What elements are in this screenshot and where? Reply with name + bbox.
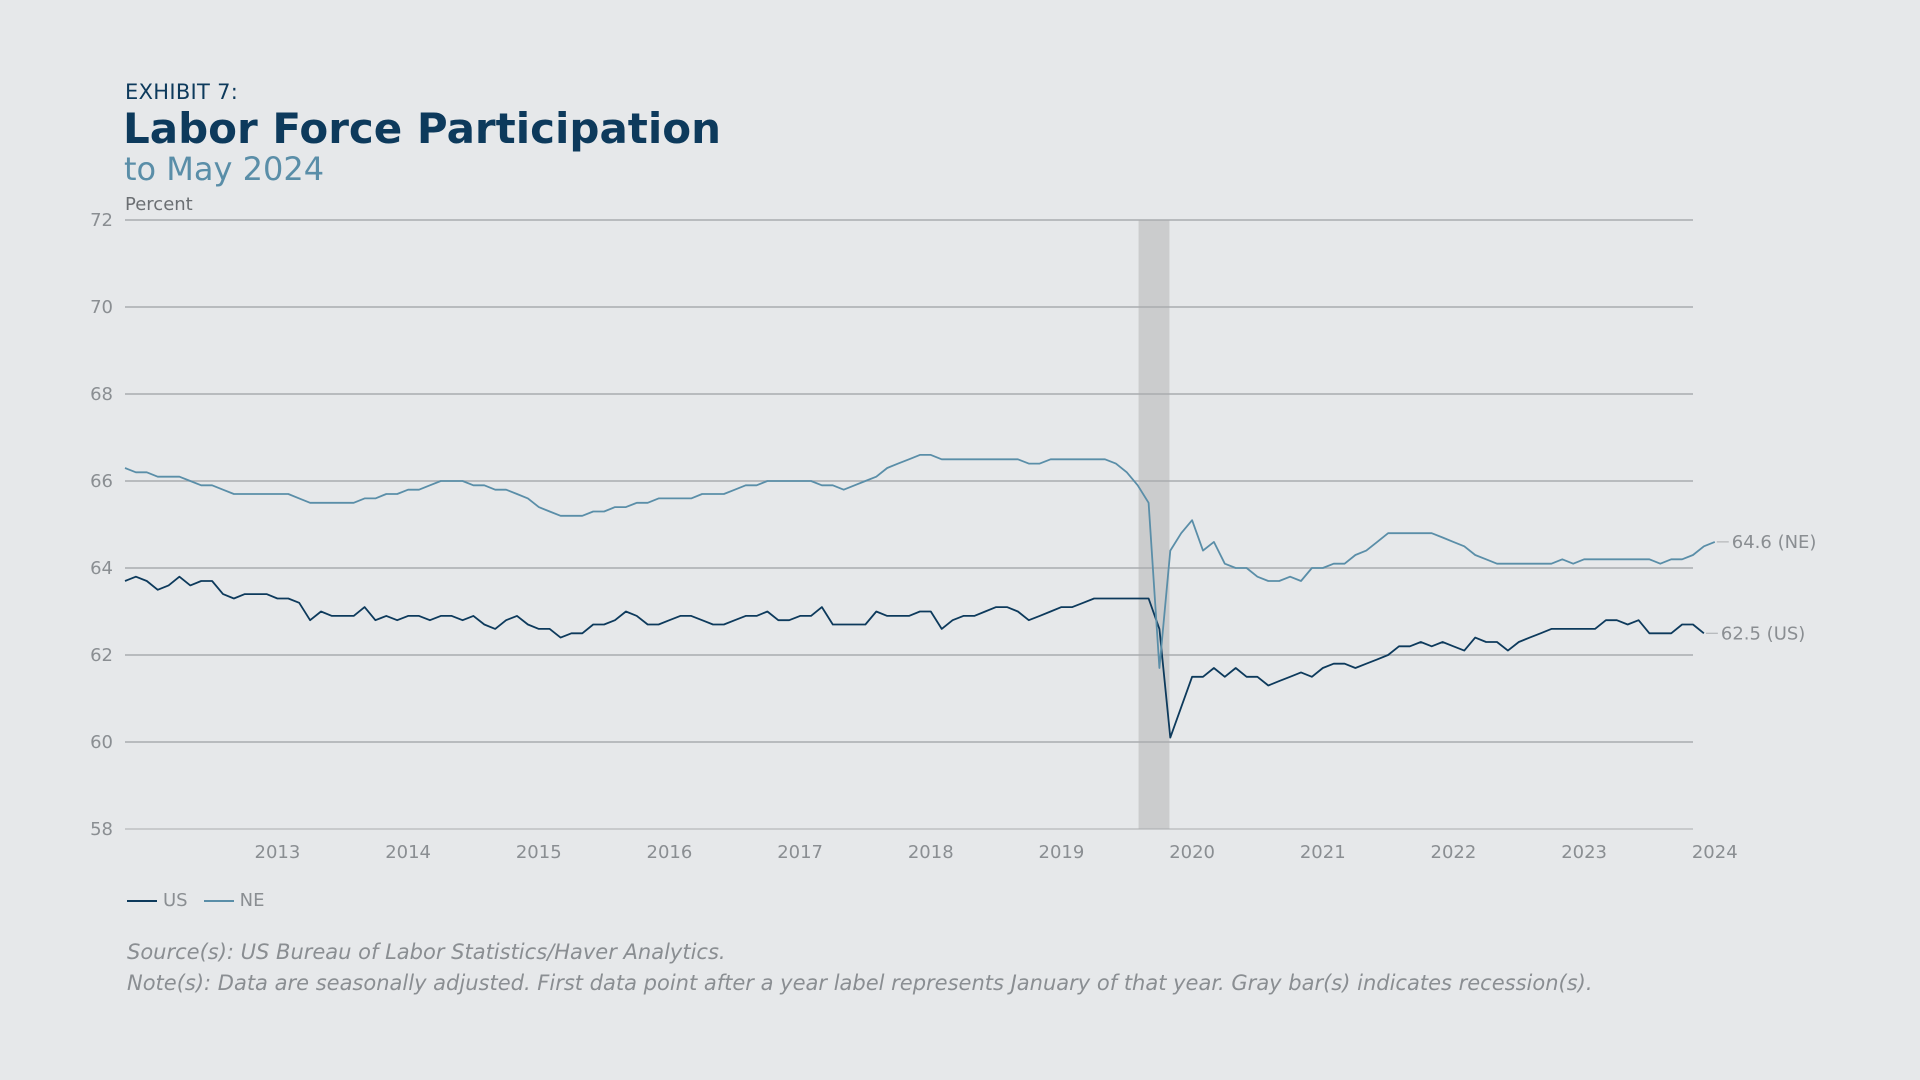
x-tick-label: 2018	[908, 842, 954, 863]
x-tick-label: 2021	[1300, 842, 1346, 863]
y-tick-label: 66	[90, 471, 113, 492]
label-layer: 62.5 (US) 64.6 (NE)	[1705, 532, 1817, 644]
x-tick-label: 2017	[777, 842, 823, 863]
note-text: Note(s): Data are seasonally adjusted. F…	[127, 971, 1593, 995]
x-tick-label: 2020	[1169, 842, 1215, 863]
legend: US NE	[127, 890, 264, 911]
legend-swatch-ne	[203, 899, 234, 902]
legend-label-ne: NE	[239, 890, 265, 911]
end-label-us: 62.5 (US)	[1721, 623, 1805, 644]
y-axis-label: Percent	[125, 194, 193, 215]
y-tick-label: 72	[90, 210, 113, 231]
y-tick-label: 70	[90, 297, 113, 318]
legend-item-ne: NE	[203, 890, 265, 911]
y-tick-label: 62	[90, 645, 113, 666]
series-layer	[124, 453, 1716, 739]
recession-bar	[1138, 220, 1170, 829]
source-text: Source(s): US Bureau of Labor Statistics…	[127, 940, 726, 964]
y-tick-label: 68	[90, 384, 113, 405]
x-tick-label: 2013	[255, 842, 301, 863]
series-line-us	[124, 575, 1705, 739]
x-tick-label: 2024	[1692, 842, 1738, 863]
grid-layer: 58 60 62 64 66 68 70 72 2013 2014 2015 2016 2017 2018…	[90, 210, 1738, 863]
chart-subtitle: to May 2024	[124, 150, 325, 188]
x-tick-label: 2014	[385, 842, 431, 863]
x-tick-label: 2016	[647, 842, 693, 863]
recession-layer	[1138, 220, 1170, 829]
legend-label-us: US	[163, 890, 188, 911]
legend-item-us: US	[127, 890, 188, 911]
y-tick-label: 60	[90, 732, 113, 753]
exhibit-label: EXHIBIT 7:	[125, 80, 239, 104]
y-tick-label: 64	[90, 558, 113, 579]
y-tick-label: 58	[90, 819, 113, 840]
chart-title: Labor Force Participation	[123, 104, 722, 153]
series-line-ne	[124, 453, 1716, 669]
x-tick-label: 2015	[516, 842, 562, 863]
x-tick-label: 2023	[1561, 842, 1607, 863]
end-label-ne: 64.6 (NE)	[1732, 532, 1817, 553]
x-tick-label: 2022	[1431, 842, 1477, 863]
x-tick-label: 2019	[1039, 842, 1085, 863]
legend-swatch-us	[127, 899, 157, 902]
